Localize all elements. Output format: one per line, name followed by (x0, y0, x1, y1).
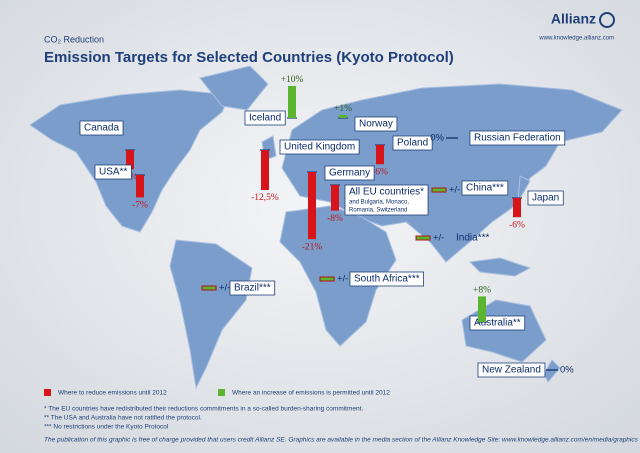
country-name: Russian Federation (474, 133, 561, 144)
value-label: +8% (473, 286, 491, 296)
country-box (279, 139, 360, 155)
target-bar (331, 185, 339, 211)
country-name: South Africa*** (354, 274, 420, 285)
country-name: India*** (456, 233, 489, 244)
footnote: ** The USA and Australia have not ratifi… (44, 415, 202, 422)
country-box (477, 362, 546, 378)
value-label: +10% (281, 75, 304, 85)
value-label: -8% (327, 214, 343, 224)
disclaimer: The publication of this graphic is free … (44, 437, 639, 444)
logo-mark (599, 12, 615, 28)
country-name: United Kingdom (284, 142, 355, 153)
value-label: -12,5% (251, 193, 279, 203)
country-name: Poland (397, 138, 428, 149)
value-label: +1% (334, 104, 352, 114)
kicker: CO₂ Reduction (44, 34, 104, 44)
neutral-label: +/- (449, 185, 460, 196)
country-box (527, 190, 564, 206)
neutral-icon (319, 276, 335, 282)
neutral-label: +/- (219, 283, 230, 294)
value-label: -7% (132, 201, 148, 211)
value-label: -6% (509, 220, 525, 230)
country-box (349, 271, 425, 287)
target-bar (339, 114, 347, 118)
country-name: Australia** (474, 318, 521, 329)
legend-text: Where to reduce emissions until 2012 (58, 390, 167, 397)
legend-swatch (44, 389, 51, 396)
target-bar (288, 86, 296, 118)
country-name: Canada (84, 123, 119, 134)
neutral-icon (431, 187, 447, 193)
target-bar (126, 150, 134, 170)
country-note: and Bulgaria, Monaco, (349, 200, 409, 206)
country-note: Romania, Switzerland (349, 208, 407, 214)
country-box (354, 116, 398, 132)
country-box (324, 165, 375, 181)
footnote: * The EU countries have redistributed th… (44, 406, 363, 413)
target-bar (376, 145, 384, 165)
country-box (94, 164, 132, 180)
value-label: -6% (372, 167, 388, 177)
country-box (392, 135, 433, 151)
country-name: USA** (99, 167, 127, 178)
neutral-icon (201, 285, 217, 291)
value-label: 0% (560, 365, 574, 376)
value-label: -21% (302, 242, 323, 252)
url: www.knowledge.allianz.com (538, 36, 614, 42)
country-box (79, 120, 124, 136)
target-bar (261, 150, 269, 190)
country-box (244, 110, 286, 126)
title: Emission Targets for Selected Countries … (44, 49, 454, 66)
country-box (469, 130, 566, 146)
country-box (344, 184, 429, 216)
target-bar (478, 296, 486, 322)
footer: Where to reduce emissions until 2012 Wher… (44, 389, 639, 444)
annotations: Canada -6% USA** -7% Iceland +10% Norway +1% Uni… (79, 75, 574, 378)
country-name: Norway (359, 119, 393, 130)
target-bar (513, 198, 521, 218)
neutral-icon (415, 235, 431, 241)
legend-text: Where an increase of emissions is permit… (232, 390, 390, 397)
value-label: 0% (430, 133, 444, 144)
neutral-label: +/- (337, 274, 348, 285)
target-bar (308, 172, 316, 240)
legend-swatch (218, 389, 225, 396)
country-box (229, 280, 276, 296)
target-bar (136, 175, 144, 198)
country-name: Germany (329, 168, 370, 179)
country-name: Brazil*** (234, 283, 271, 294)
country-box (461, 180, 509, 196)
country-name: Japan (532, 193, 559, 204)
country-name: All EU countries* (349, 187, 424, 198)
footnote: *** No restrictions under the Kyoto Prot… (44, 424, 169, 431)
logo: Allianz (551, 11, 596, 27)
neutral-label: +/- (433, 233, 444, 244)
country-name: Iceland (249, 113, 281, 124)
country-name: China*** (466, 183, 504, 194)
country-name: New Zealand (482, 365, 541, 376)
